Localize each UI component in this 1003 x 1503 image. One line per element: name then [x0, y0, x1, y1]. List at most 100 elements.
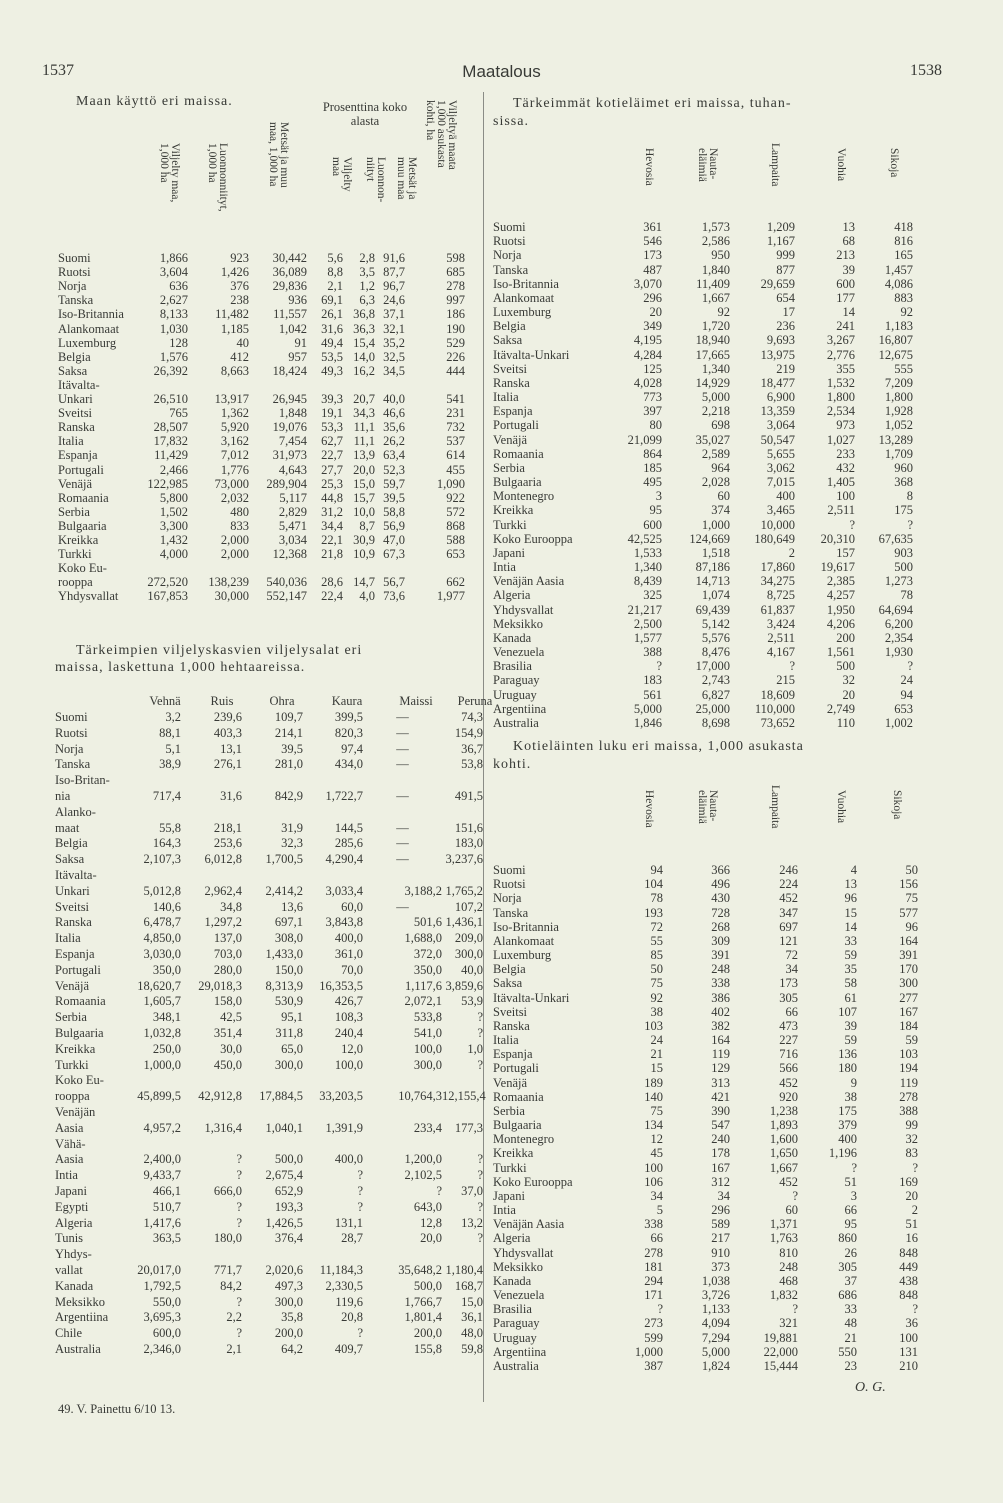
table-cell: 253,6 — [213, 836, 242, 851]
table-cell: 8,133 — [159, 307, 188, 322]
table-cell: 13,2 — [461, 1215, 483, 1230]
table-cell: 372,0 — [413, 947, 442, 961]
table-cell: 7,015 — [766, 475, 795, 490]
country-name: Venäjän Aasia — [493, 574, 565, 589]
table-cell: 1,667 — [701, 290, 730, 305]
table-cell: 13,289 — [878, 432, 913, 447]
country-name: Italia — [493, 390, 519, 405]
table-cell: 20,7 — [353, 391, 375, 406]
column-header: Vuohia — [835, 790, 847, 824]
table-cell: 4,290,4 — [325, 852, 364, 867]
table-row: Ruotsi 546 2,586 1,167 68 816 — [493, 234, 913, 248]
table-cell: 5,576 — [701, 630, 730, 645]
table-cell: 64,694 — [878, 602, 913, 617]
country-name: Serbia — [55, 1010, 87, 1025]
table-cell: 63,4 — [383, 448, 405, 463]
table-cell: 3,859,6 — [445, 978, 484, 993]
table-cell: 278 — [899, 1089, 918, 1104]
column-header: Viljelty maa — [330, 157, 353, 192]
table-cell: 276,1 — [213, 757, 242, 772]
country-name: Espanja — [55, 947, 95, 961]
table-cell: 100 — [899, 1330, 918, 1345]
table-cell: 1,650 — [769, 1146, 798, 1161]
table-cell: 765 — [169, 406, 188, 421]
table-cell: 170 — [899, 962, 918, 977]
table-cell: 31,6 — [220, 788, 242, 803]
table-cell: 5,920 — [220, 420, 249, 435]
table-cell: 8,8 — [327, 265, 343, 280]
table-cell: 215 — [776, 673, 795, 688]
table-cell: 13,975 — [760, 347, 795, 362]
table-cell: 84,2 — [220, 1278, 242, 1293]
table-cell: 238 — [230, 293, 249, 308]
table-cell: 21,099 — [627, 432, 662, 447]
table-row: Italia 24 164 227 59 59 — [493, 1033, 918, 1047]
table-cell: 2,385 — [826, 574, 855, 589]
table-cell: 4,0 — [359, 589, 375, 604]
table-cell: 13 — [844, 877, 858, 892]
country-name: Luxemburg — [493, 948, 552, 963]
table-row: Venäjä 122,985 73,000 289,904 25,3 15,0 59,7 1,… — [58, 477, 465, 491]
country-name: Iso-Britannia — [493, 276, 559, 291]
table-cell: 3,695,3 — [143, 1310, 182, 1325]
table-row: Argentiina 3,695,3 2,2 35,8 20,8 1,801,4 36,1 — [55, 1310, 483, 1326]
column-header: Luonnonniityt, 1,000 ha — [206, 143, 229, 212]
table-cell: 480 — [230, 504, 249, 519]
table-cell: 717,4 — [152, 788, 181, 803]
table-cell: 35,6 — [383, 420, 405, 435]
country-name: Ruotsi — [58, 265, 91, 280]
table-cell: 2,1 — [327, 279, 343, 294]
table-cell: 34,8 — [220, 899, 242, 914]
country-name: Ranska — [493, 375, 530, 390]
table-cell: 34 — [650, 1188, 664, 1203]
table-cell: 2,028 — [701, 475, 730, 490]
table-cell: 20,310 — [820, 531, 855, 546]
table-cell: 59,7 — [383, 476, 405, 491]
livestock-title-2: sissa. — [493, 114, 529, 129]
table-cell: 19,617 — [820, 560, 855, 575]
table-row: Suomi 1,866 923 30,442 5,6 2,8 91,6 598 — [58, 251, 465, 265]
table-cell: 33 — [844, 1302, 858, 1317]
table-row: Iso-Britannia 8,133 11,482 11,557 26,1 36,8 37… — [58, 307, 465, 321]
table-cell: 181 — [644, 1259, 663, 1274]
table-cell: 1,792,5 — [143, 1278, 182, 1293]
table-cell: ? — [477, 1152, 483, 1167]
table-cell: 194 — [899, 1061, 918, 1076]
table-row: Suomi 94 366 246 4 50 — [493, 863, 918, 877]
table-cell: 973 — [836, 418, 855, 433]
table-row: Portugali 350,0 280,0 150,0 70,0 350,0 40,0 — [55, 963, 483, 979]
table-cell: 6,827 — [701, 687, 730, 702]
table-cell: 278 — [644, 1245, 663, 1260]
table-cell: 34,5 — [383, 363, 405, 378]
table-cell: 388 — [899, 1103, 918, 1118]
table-cell: 430 — [711, 891, 730, 906]
column-header: Luonnon- niityt — [364, 157, 387, 203]
table-cell: 193 — [644, 905, 663, 920]
table-cell: 7,209 — [884, 375, 913, 390]
table-cell: ? — [907, 517, 913, 532]
table-cell: 487 — [643, 262, 662, 277]
table-cell: 214,1 — [274, 725, 303, 740]
country-name: Meksikko — [493, 1259, 543, 1274]
table-cell: 922 — [446, 490, 465, 505]
table-cell: 598 — [446, 251, 465, 265]
table-cell: 10,9 — [353, 547, 375, 562]
country-name: Kanada — [493, 1273, 532, 1288]
table-cell: 15,7 — [353, 490, 375, 505]
table-cell: 39 — [844, 1018, 858, 1033]
table-cell: 180,649 — [754, 531, 795, 546]
country-name: Australia — [493, 1358, 539, 1373]
table-cell: 69,1 — [321, 293, 343, 308]
table-cell: 80 — [649, 418, 663, 433]
column-header: Sikoja — [891, 790, 903, 820]
table-cell: 83 — [905, 1146, 919, 1161]
table-row: Australia 1,846 8,698 73,652 110 1,002 — [493, 716, 913, 730]
table-cell: 643,0 — [413, 1199, 442, 1214]
table-cell: 27,7 — [321, 462, 343, 477]
table-row: Turkki 4,000 2,000 12,368 21,8 10,9 67,3 653 — [58, 547, 465, 561]
table-cell: 59 — [844, 1033, 858, 1048]
table-cell: 30,9 — [353, 533, 375, 547]
table-cell: 400,0 — [334, 931, 363, 946]
table-cell: 8 — [906, 489, 913, 504]
country-name: Alankomaat — [493, 290, 555, 305]
